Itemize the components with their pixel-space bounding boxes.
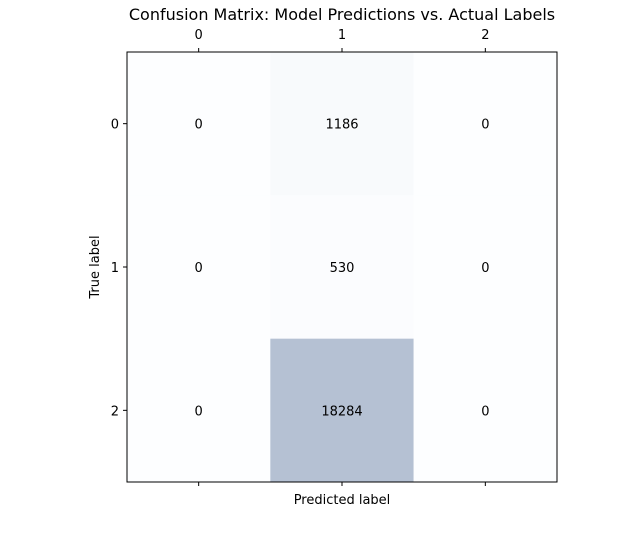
- cell-value-r0-c1: 1186: [325, 118, 358, 133]
- matrix-cell-r1-c0: [127, 195, 271, 339]
- x-tick-label-2: 2: [481, 28, 489, 43]
- y-tick-label-2: 2: [111, 404, 119, 419]
- matrix-cell-r1-c1: [270, 195, 414, 339]
- chart-title: Confusion Matrix: Model Predictions vs. …: [129, 5, 555, 24]
- x-axis-label: Predicted label: [294, 493, 391, 508]
- cell-value-r2-c1: 18284: [321, 404, 362, 419]
- y-tick-label-1: 1: [111, 261, 119, 276]
- cell-values: 0 1186 0 0 530 0 0 18284 0: [195, 118, 490, 420]
- x-tick-label-1: 1: [338, 28, 346, 43]
- matrix-cell-r0-c1: [270, 52, 414, 196]
- matrix-cell-r2-c0: [127, 338, 271, 482]
- matrix-cell-r2-c2: [413, 338, 557, 482]
- y-tick-label-0: 0: [111, 118, 119, 133]
- y-axis-label: True label: [88, 235, 103, 299]
- cell-value-r0-c2: 0: [481, 118, 489, 133]
- cell-value-r1-c0: 0: [195, 261, 203, 276]
- matrix-cells: [127, 52, 557, 482]
- matrix-cell-r0-c0: [127, 52, 271, 196]
- cell-value-r2-c2: 0: [481, 404, 489, 419]
- x-ticks: 0 1 2: [195, 28, 489, 486]
- matrix-cell-r1-c2: [413, 195, 557, 339]
- cell-value-r0-c0: 0: [195, 118, 203, 133]
- y-ticks: 0 1 2: [111, 118, 127, 419]
- cell-value-r1-c1: 530: [330, 261, 355, 276]
- cell-value-r1-c2: 0: [481, 261, 489, 276]
- cell-value-r2-c0: 0: [195, 404, 203, 419]
- matrix-cell-r2-c1: [270, 338, 414, 482]
- matrix-cell-r0-c2: [413, 52, 557, 196]
- x-tick-label-0: 0: [195, 28, 203, 43]
